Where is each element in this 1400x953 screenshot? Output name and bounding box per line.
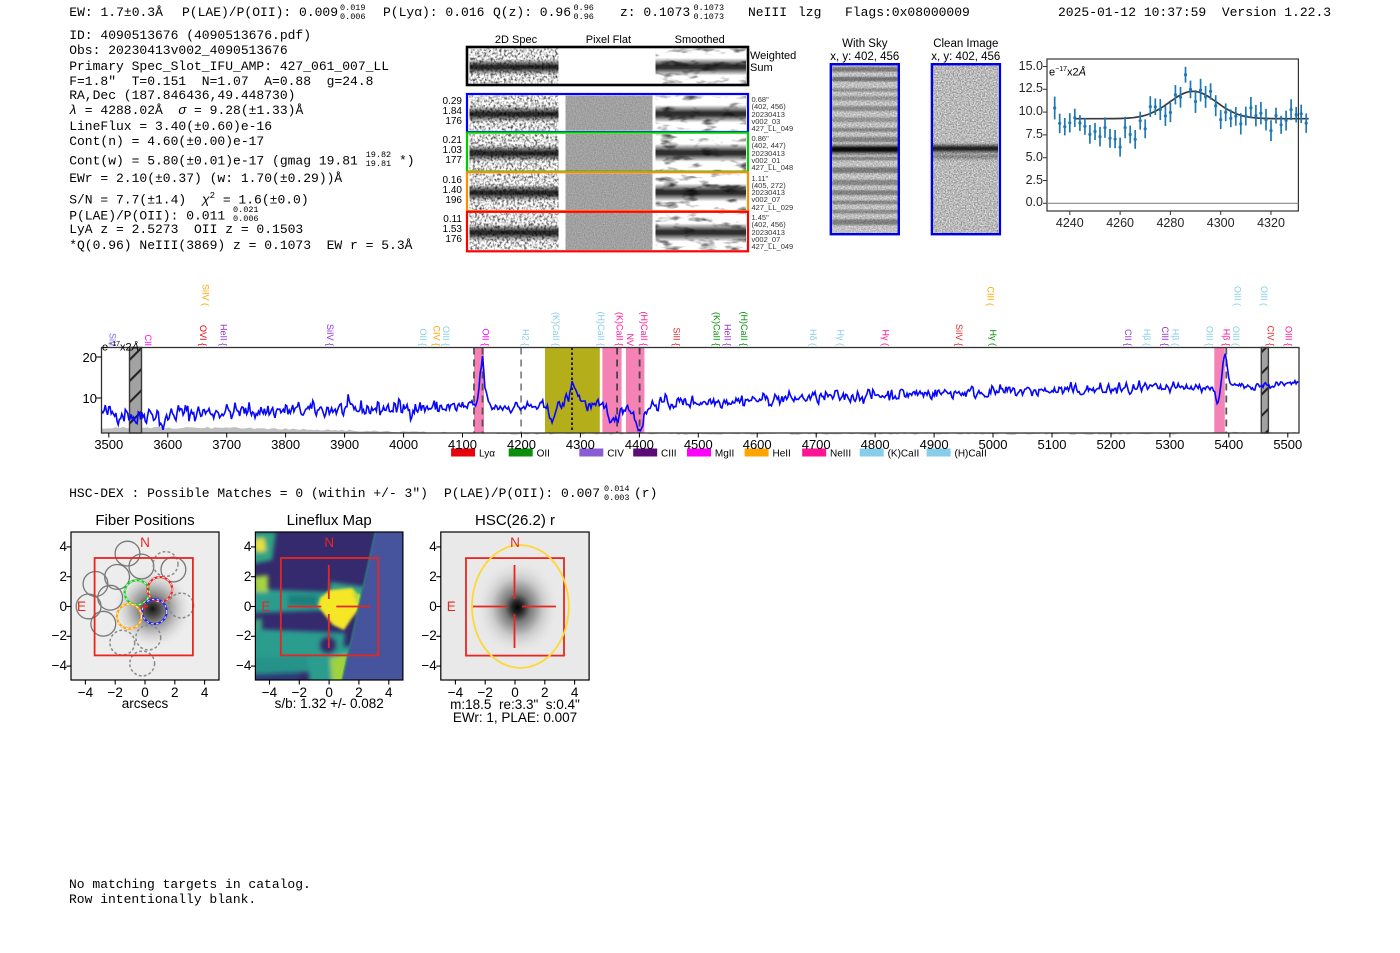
svg-text:SiIV {: SiIV { <box>325 324 335 346</box>
svg-text:CIII: CIII <box>661 449 677 460</box>
svg-text:OII {: OII { <box>418 328 428 346</box>
svg-text:NeIII: NeIII <box>830 449 851 460</box>
svg-text:CII: CII <box>143 334 153 346</box>
svg-text:HeII {: HeII { <box>722 324 732 346</box>
svg-text:Hγ (: Hγ ( <box>881 330 891 347</box>
svg-text:OIII {: OIII { <box>1204 326 1214 346</box>
svg-text:OIII (: OIII ( <box>1259 286 1269 306</box>
svg-text:NV: NV <box>625 333 635 346</box>
svg-text:(H)CaII {: (H)CaII { <box>739 311 749 346</box>
svg-text:SiIV (: SiIV ( <box>201 284 211 306</box>
svg-text:CIV {: CIV { <box>432 325 442 346</box>
svg-text:Hβ {: Hβ { <box>1221 329 1231 346</box>
svg-text:SiII {: SiII { <box>672 327 682 346</box>
svg-text:Hβ (: Hβ ( <box>1171 329 1181 346</box>
svg-text:HeII {: HeII { <box>219 324 229 346</box>
svg-text:(K)CaII {: (K)CaII { <box>712 312 722 346</box>
svg-text:CIII (: CIII ( <box>986 287 996 307</box>
svg-text:CIV {: CIV { <box>1266 325 1276 346</box>
svg-text:(H)CaII {: (H)CaII { <box>639 311 649 346</box>
svg-text:OIII (: OIII ( <box>1233 286 1243 306</box>
svg-text:(H)CaII {: (H)CaII { <box>596 311 606 346</box>
svg-text:HeII: HeII <box>773 449 791 460</box>
svg-text:Hδ (: Hδ ( <box>808 329 818 346</box>
svg-text:OIII {: OIII { <box>441 326 451 346</box>
svg-text:OVI {: OVI { <box>198 325 208 346</box>
svg-text:OII {: OII { <box>481 328 491 346</box>
svg-text:CIII {: CIII { <box>1160 326 1170 346</box>
svg-text:CIV: CIV <box>607 449 624 460</box>
svg-text:Hγ (: Hγ ( <box>988 330 998 347</box>
svg-text:(K)CaII {: (K)CaII { <box>551 312 561 346</box>
svg-text:(K)CaII: (K)CaII <box>888 449 920 460</box>
svg-text:Hβ (: Hβ ( <box>1142 329 1152 346</box>
svg-text:SiIV {: SiIV { <box>954 324 964 346</box>
svg-text:CII {: CII { <box>1123 329 1133 346</box>
svg-text:(H)CaII: (H)CaII <box>955 449 987 460</box>
svg-text:MgII: MgII <box>715 449 734 460</box>
svg-text:Hγ (: Hγ ( <box>836 330 846 347</box>
svg-text:OIII {: OIII { <box>1284 326 1294 346</box>
svg-text:SiII: SiII <box>108 333 118 346</box>
svg-text:OIII (: OIII ( <box>1231 326 1241 346</box>
svg-text:OII: OII <box>537 449 550 460</box>
svg-text:(K)CaII {: (K)CaII { <box>614 312 624 346</box>
svg-text:H2 {: H2 { <box>521 329 531 346</box>
svg-text:Lyα: Lyα <box>479 449 495 460</box>
